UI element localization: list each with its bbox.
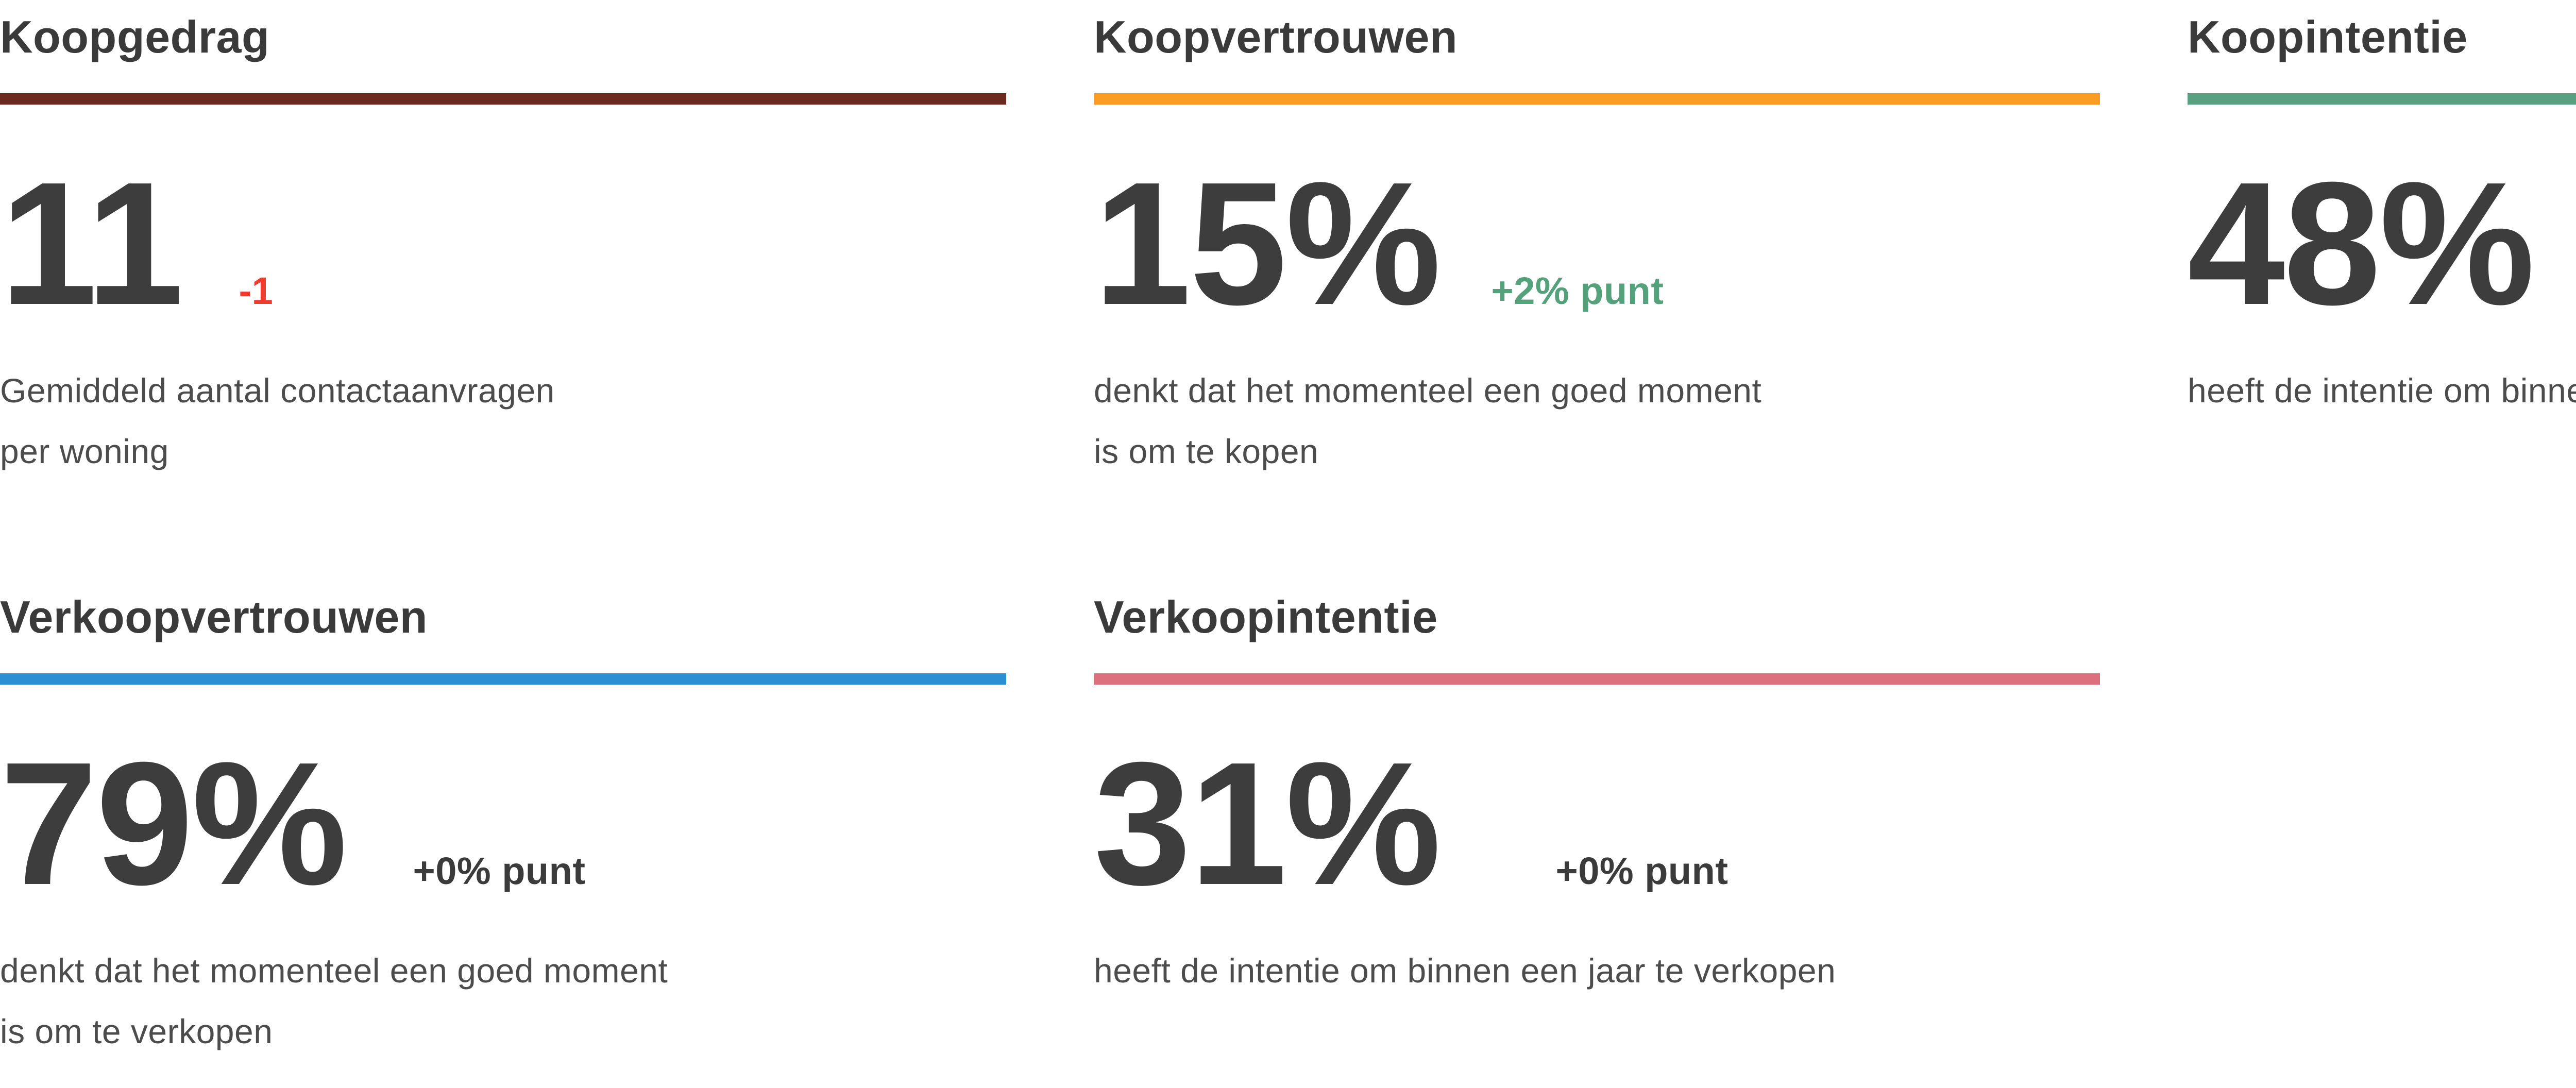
kpi-description: Gemiddeld aantal contactaanvragen per wo…: [0, 360, 1006, 482]
card-title: Verkoopvertrouwen: [0, 591, 428, 642]
card-koopvertrouwen: Koopvertrouwen 15% +2% punt denkt dat he…: [1094, 14, 2100, 594]
empty-cell: [2188, 594, 2576, 1062]
description-line: denkt dat het momenteel een goed moment: [1094, 371, 1762, 410]
kpi-description: heeft de intentie om binnen een jaar te …: [1094, 940, 2100, 1001]
description-line: is om te kopen: [1094, 432, 1319, 470]
card-title: Koopgedrag: [0, 11, 270, 62]
kpi-delta: -1: [239, 269, 274, 312]
description-line: heeft de intentie om binnen een jaar te …: [2188, 371, 2576, 410]
card-verkoopintentie: Verkoopintentie 31% +0% punt heeft de in…: [1094, 594, 2100, 1062]
value-row: 79% +0% punt: [0, 736, 1006, 911]
card-title: Koopintentie: [2188, 11, 2468, 62]
kpi-delta: +0% punt: [413, 849, 586, 892]
kpi-delta: +0% punt: [1555, 849, 1728, 892]
kpi-description: denkt dat het momenteel een goed moment …: [1094, 360, 2100, 482]
card-title: Verkoopintentie: [1094, 591, 1438, 642]
description-line: per woning: [0, 432, 169, 470]
description-line: denkt dat het momenteel een goed moment: [0, 951, 668, 990]
kpi-value: 79%: [0, 726, 347, 922]
accent-bar: [1094, 93, 2100, 105]
kpi-description: denkt dat het momenteel een goed moment …: [0, 940, 1006, 1062]
kpi-value: 31%: [1094, 726, 1441, 922]
accent-bar: [2188, 93, 2576, 105]
kpi-value: 15%: [1094, 146, 1441, 342]
accent-bar: [0, 673, 1006, 685]
card-title: Koopvertrouwen: [1094, 11, 1458, 62]
accent-bar: [1094, 673, 2100, 685]
card-verkoopvertrouwen: Verkoopvertrouwen 79% +0% punt denkt dat…: [0, 594, 1006, 1062]
value-row: 11 -1: [0, 156, 1006, 331]
value-row: 15% +2% punt: [1094, 156, 2100, 331]
value-row: 48% -2% punt: [2188, 156, 2576, 331]
description-line: Gemiddeld aantal contactaanvragen: [0, 371, 555, 410]
description-line: heeft de intentie om binnen een jaar te …: [1094, 951, 1836, 990]
kpi-delta: +2% punt: [1491, 269, 1664, 312]
kpi-description: heeft de intentie om binnen een jaar te …: [2188, 360, 2576, 421]
card-koopgedrag: Koopgedrag 11 -1 Gemiddeld aantal contac…: [0, 14, 1006, 594]
value-row: 31% +0% punt: [1094, 736, 2100, 911]
description-line: is om te verkopen: [0, 1012, 273, 1050]
card-koopintentie: Koopintentie 48% -2% punt heeft de inten…: [2188, 14, 2576, 594]
kpi-dashboard: Koopgedrag 11 -1 Gemiddeld aantal contac…: [0, 14, 2576, 1062]
kpi-value: 11: [0, 146, 183, 342]
kpi-value: 48%: [2188, 146, 2535, 342]
accent-bar: [0, 93, 1006, 105]
